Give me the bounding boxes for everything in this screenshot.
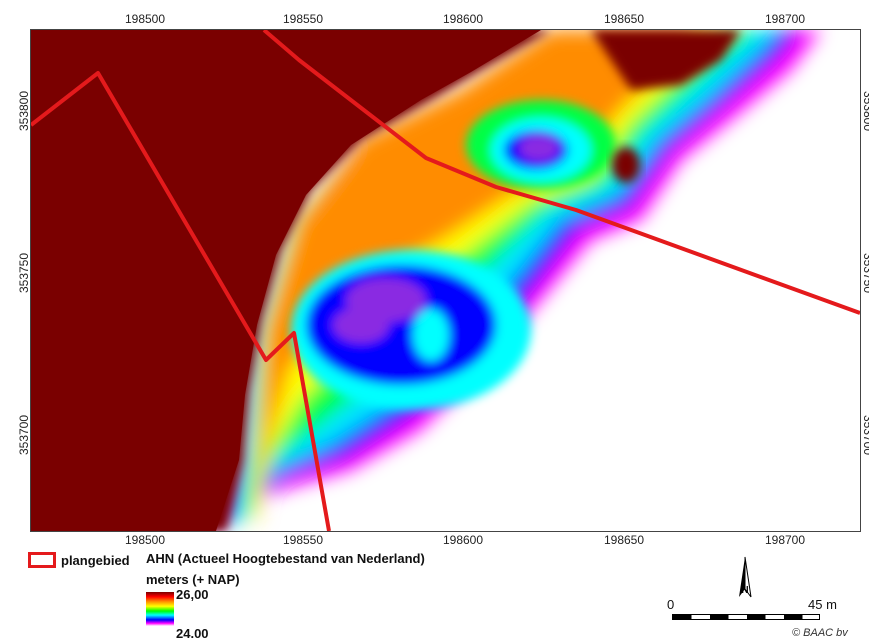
x-tick-top: 198600: [442, 12, 484, 26]
high-ground-knoll: [612, 147, 640, 183]
scale-bar: [672, 614, 820, 620]
y-tick-left: 353750: [17, 252, 31, 294]
depression-core: [291, 100, 616, 410]
elevation-map: [30, 29, 861, 532]
scale-zero-label: 0: [667, 597, 675, 612]
high-ground-west-core: [31, 30, 541, 531]
legend-ahn-unit: meters (+ NAP): [146, 572, 240, 587]
y-tick-right: 353700: [861, 414, 869, 456]
x-tick-bottom: 198500: [124, 533, 166, 547]
x-tick-top: 198650: [603, 12, 645, 26]
y-tick-left: 353700: [17, 414, 31, 456]
legend-ramp-min: 24.00: [176, 626, 209, 641]
north-arrow-icon: N: [739, 556, 752, 598]
y-tick-right: 353750: [861, 252, 869, 294]
copyright-credit: © BAAC bv: [792, 627, 848, 639]
x-tick-top: 198500: [124, 12, 166, 26]
y-tick-right: 353800: [861, 90, 869, 132]
legend-plan-swatch: [28, 552, 56, 568]
plan-boundary: [31, 30, 860, 531]
north-label: N: [741, 585, 748, 596]
x-tick-bottom: 198700: [764, 533, 806, 547]
scale-max-label: 45 m: [808, 597, 837, 612]
legend-color-ramp: [146, 592, 174, 626]
x-tick-bottom: 198550: [282, 533, 324, 547]
x-tick-bottom: 198600: [442, 533, 484, 547]
legend-plan-label: plangebied: [61, 553, 130, 568]
x-tick-top: 198550: [282, 12, 324, 26]
legend-ahn-title: AHN (Actueel Hoogtebestand van Nederland…: [146, 551, 425, 566]
legend-ramp-max: 26,00: [176, 587, 209, 602]
y-tick-left: 353800: [17, 90, 31, 132]
x-tick-top: 198700: [764, 12, 806, 26]
x-tick-bottom: 198650: [603, 533, 645, 547]
high-ground-north: [591, 30, 741, 90]
elevation-raster: [31, 30, 860, 531]
